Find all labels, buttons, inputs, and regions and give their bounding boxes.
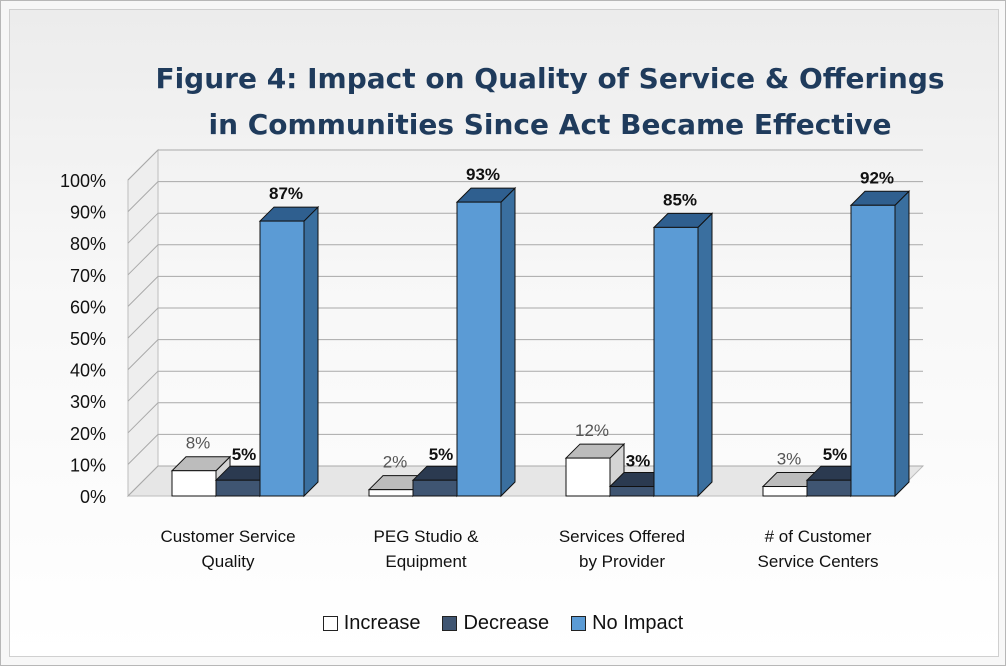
legend-label-decrease: Decrease xyxy=(463,612,550,634)
data-label: 5% xyxy=(429,445,454,464)
legend-item-no-impact: No Impact xyxy=(571,612,683,635)
data-label: 3% xyxy=(777,450,802,469)
category-label-line: by Provider xyxy=(579,552,665,571)
gridline xyxy=(127,307,923,339)
bar-front xyxy=(171,470,217,497)
y-tick-label: 0% xyxy=(80,487,106,507)
bar-side xyxy=(500,186,516,498)
category-label-line: # of Customer xyxy=(764,527,872,546)
data-label: 5% xyxy=(232,445,257,464)
legend-swatch-decrease xyxy=(442,616,458,631)
bar-front xyxy=(806,479,852,497)
category-label-customer-service-centers: # of Customer Service Centers xyxy=(718,524,918,574)
gridline xyxy=(127,370,923,402)
bar-front xyxy=(259,220,305,497)
y-tick-label: 50% xyxy=(70,329,106,349)
category-label-peg-studio: PEG Studio & Equipment xyxy=(326,524,526,574)
bar-no-impact xyxy=(849,190,911,498)
category-label-line: Equipment xyxy=(385,552,467,571)
gridline xyxy=(127,244,923,276)
category-label-line: Quality xyxy=(201,552,255,571)
bar-front xyxy=(762,486,808,497)
bar-front xyxy=(850,204,896,497)
category-label-line: Services Offered xyxy=(558,527,686,546)
bar-front xyxy=(215,479,261,497)
chart-legend: Increase Decrease No Impact xyxy=(0,612,1006,635)
bar-front xyxy=(609,486,655,497)
category-label-line: Customer Service xyxy=(160,527,296,546)
data-label: 92% xyxy=(860,168,894,187)
bar-side xyxy=(303,205,319,498)
data-label: 5% xyxy=(823,445,848,464)
bar-front xyxy=(412,479,458,497)
gridline xyxy=(127,402,923,434)
data-label: 87% xyxy=(269,184,303,203)
data-label: 93% xyxy=(466,165,500,184)
bar-front xyxy=(456,201,502,497)
bar-side xyxy=(697,212,713,498)
y-tick-label: 90% xyxy=(70,203,106,223)
bar-no-impact xyxy=(455,186,517,498)
legend-label-no-impact: No Impact xyxy=(592,612,684,634)
gridline xyxy=(127,181,923,212)
y-tick-label: 40% xyxy=(70,361,106,381)
data-label: 2% xyxy=(383,453,408,472)
bar-front xyxy=(653,226,699,497)
gridline xyxy=(127,275,923,307)
y-tick-label: 100% xyxy=(60,171,106,191)
bar-front xyxy=(368,489,414,497)
legend-item-increase: Increase xyxy=(322,612,421,635)
y-tick-label: 10% xyxy=(70,455,106,475)
data-label: 3% xyxy=(626,452,651,471)
legend-swatch-no-impact xyxy=(571,616,587,631)
data-label: 12% xyxy=(575,421,609,440)
bar-no-impact xyxy=(258,205,320,498)
chart-title-line-2: in Communities Since Act Became Effectiv… xyxy=(208,108,892,141)
gridline xyxy=(127,149,923,181)
legend-label-increase: Increase xyxy=(343,612,421,634)
y-tick-label: 80% xyxy=(70,234,106,254)
data-label: 8% xyxy=(186,434,211,453)
category-label-customer-service-quality: Customer Service Quality xyxy=(128,524,328,574)
category-label-line: Service Centers xyxy=(757,552,879,571)
chart-title-line-1: Figure 4: Impact on Quality of Service &… xyxy=(155,62,945,95)
legend-swatch-increase xyxy=(322,616,338,631)
y-tick-label: 30% xyxy=(70,392,106,412)
chart-title: Figure 4: Impact on Quality of Service &… xyxy=(120,56,980,148)
legend-item-decrease: Decrease xyxy=(442,612,549,635)
data-label: 85% xyxy=(663,190,697,209)
bar-front xyxy=(565,457,611,497)
gridline xyxy=(127,212,923,244)
category-label-services-offered: Services Offered by Provider xyxy=(522,524,722,574)
bar-side xyxy=(894,190,910,498)
gridline xyxy=(127,339,923,370)
y-tick-label: 70% xyxy=(70,266,106,286)
y-tick-label: 60% xyxy=(70,297,106,317)
y-tick-label: 20% xyxy=(70,424,106,444)
bar-no-impact xyxy=(652,212,714,498)
category-label-line: PEG Studio & xyxy=(373,527,479,546)
